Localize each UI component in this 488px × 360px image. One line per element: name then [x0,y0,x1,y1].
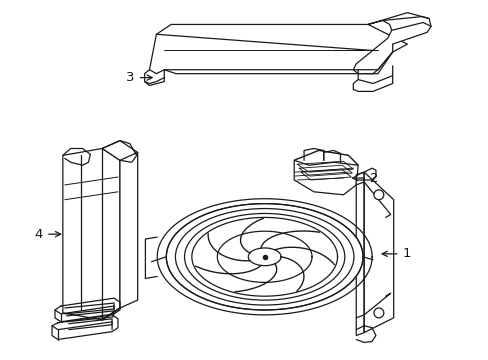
Text: 1: 1 [381,247,410,260]
Circle shape [373,190,383,200]
Ellipse shape [175,208,353,305]
Ellipse shape [184,213,344,300]
Ellipse shape [166,204,362,310]
Text: 3: 3 [126,71,152,84]
Polygon shape [352,13,430,74]
Text: 2: 2 [352,171,378,185]
Text: 4: 4 [35,228,61,240]
Polygon shape [294,150,358,165]
Polygon shape [356,172,364,336]
Circle shape [373,308,383,318]
Polygon shape [149,34,392,74]
Polygon shape [102,141,138,320]
Polygon shape [294,150,358,195]
Polygon shape [63,148,120,320]
Polygon shape [156,24,407,52]
